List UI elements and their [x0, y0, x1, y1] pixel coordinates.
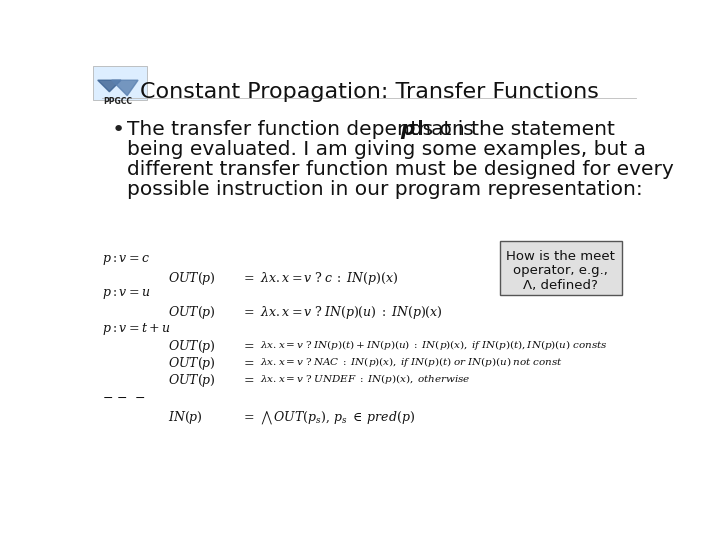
Polygon shape — [112, 80, 138, 96]
Text: $\lambda x.x = v\;?\;NAC\;:\;IN(p)(x),\;if\;IN(p)(t)\;or\;IN(p)(u)\;not\;const$: $\lambda x.x = v\;?\;NAC\;:\;IN(p)(x),\;… — [261, 355, 564, 369]
Text: Constant Propagation: Transfer Functions: Constant Propagation: Transfer Functions — [140, 82, 598, 102]
Text: being evaluated. I am giving some examples, but a: being evaluated. I am giving some exampl… — [127, 140, 647, 159]
Text: $\lambda x.x = v\;?\;UNDEF\;:\;IN(p)(x),\;otherwise$: $\lambda x.x = v\;?\;UNDEF\;:\;IN(p)(x),… — [261, 372, 471, 386]
Text: different transfer function must be designed for every: different transfer function must be desi… — [127, 160, 674, 179]
Text: $p: v = c$: $p: v = c$ — [102, 253, 150, 267]
Text: $p: v = t + u$: $p: v = t + u$ — [102, 321, 170, 337]
Text: $\lambda x.x = v\;?\;IN(p)(u)\;:\;IN(p)(x)$: $\lambda x.x = v\;?\;IN(p)(u)\;:\;IN(p)(… — [261, 304, 444, 321]
Text: that is: that is — [405, 120, 474, 139]
Text: $\bigwedge\,OUT(p_s),\,p_s\;\in\;pred(p)$: $\bigwedge\,OUT(p_s),\,p_s\;\in\;pred(p)… — [261, 409, 415, 426]
FancyBboxPatch shape — [93, 66, 148, 100]
Text: p: p — [400, 120, 415, 139]
Text: $=$: $=$ — [241, 304, 255, 318]
Text: $p: v = u$: $p: v = u$ — [102, 287, 150, 301]
Text: $=$: $=$ — [241, 271, 255, 284]
FancyBboxPatch shape — [500, 241, 621, 295]
Text: PPGCC: PPGCC — [104, 97, 132, 106]
Text: $OUT(p)$: $OUT(p)$ — [168, 372, 215, 389]
Text: Λ, defined?: Λ, defined? — [523, 279, 598, 292]
Text: $\lambda x.x = v\;?\;c\;:\;IN(p)(x)$: $\lambda x.x = v\;?\;c\;:\;IN(p)(x)$ — [261, 271, 399, 287]
Text: $IN(p)$: $IN(p)$ — [168, 409, 202, 426]
Text: $=$: $=$ — [241, 372, 255, 385]
Text: $OUT(p)$: $OUT(p)$ — [168, 271, 215, 287]
Text: operator, e.g.,: operator, e.g., — [513, 264, 608, 277]
Text: The transfer function depends on the statement: The transfer function depends on the sta… — [127, 120, 621, 139]
Text: possible instruction in our program representation:: possible instruction in our program repr… — [127, 180, 643, 199]
Text: $=$: $=$ — [241, 338, 255, 351]
Text: $=$: $=$ — [241, 409, 255, 422]
Text: $OUT(p)$: $OUT(p)$ — [168, 355, 215, 372]
Text: $OUT(p)$: $OUT(p)$ — [168, 338, 215, 355]
Text: •: • — [112, 120, 125, 140]
Text: $\lambda x.x = v\;?\;IN(p)(t)+IN(p)(u)\;:\;IN(p)(x),\;if\;IN(p)(t),IN(p)(u)\;con: $\lambda x.x = v\;?\;IN(p)(t)+IN(p)(u)\;… — [261, 338, 608, 352]
Text: $=$: $=$ — [241, 355, 255, 368]
Text: $-\,-\,-$: $-\,-\,-$ — [102, 390, 145, 403]
Polygon shape — [98, 80, 121, 92]
Text: $OUT(p)$: $OUT(p)$ — [168, 304, 215, 321]
Text: How is the meet: How is the meet — [506, 249, 616, 262]
